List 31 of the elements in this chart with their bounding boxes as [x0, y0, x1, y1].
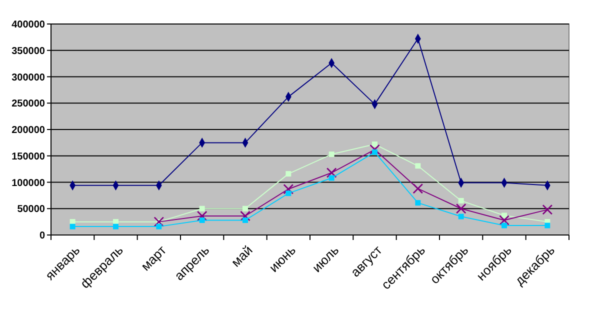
point — [372, 149, 378, 155]
point — [458, 198, 464, 204]
y-tick-label: 250000 — [12, 98, 46, 110]
y-tick-label: 400000 — [12, 20, 46, 30]
point — [372, 142, 378, 148]
y-tick-label: 350000 — [12, 46, 46, 57]
point — [458, 214, 464, 220]
x-tick-label: май — [228, 242, 256, 270]
point — [242, 217, 248, 223]
point — [156, 224, 162, 230]
point — [286, 171, 292, 177]
point — [415, 163, 421, 169]
y-tick-label: 150000 — [12, 151, 46, 162]
point — [70, 224, 76, 230]
point — [286, 190, 292, 196]
y-tick-label: 0 — [39, 230, 46, 242]
point — [502, 212, 507, 218]
point — [502, 222, 507, 228]
point — [544, 222, 550, 228]
point — [70, 219, 76, 225]
point — [113, 224, 118, 230]
y-tick-label: 100000 — [12, 178, 46, 189]
point — [199, 217, 205, 223]
y-tick-label: 50000 — [17, 204, 46, 216]
point — [328, 175, 334, 181]
point — [328, 152, 334, 158]
y-tick-label: 200000 — [12, 125, 46, 136]
point — [242, 206, 248, 212]
point — [199, 206, 205, 212]
point — [415, 200, 421, 206]
y-tick-label: 300000 — [12, 72, 46, 84]
